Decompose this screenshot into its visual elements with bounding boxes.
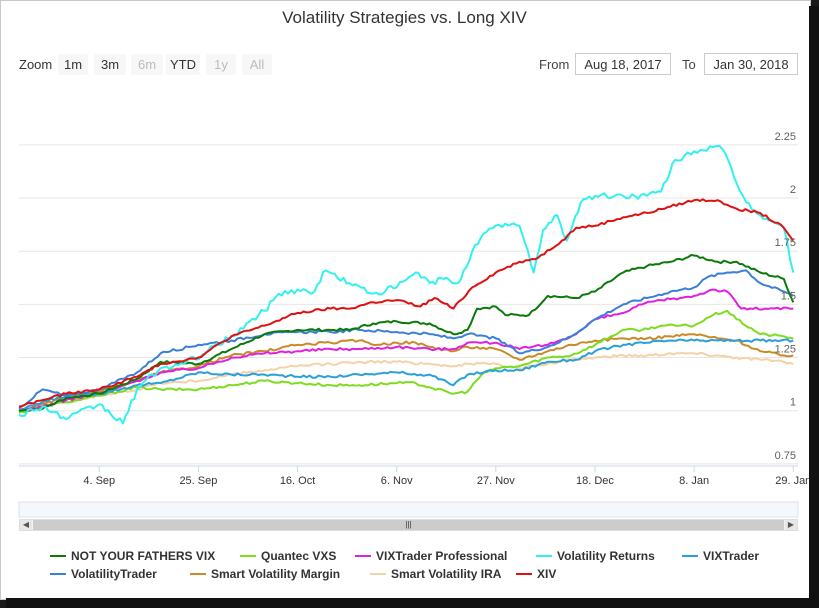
series-line-3 [18, 144, 795, 425]
legend-swatch [50, 554, 66, 557]
legend-label: Volatility Returns [557, 549, 655, 563]
legend-label: VolatilityTrader [71, 567, 157, 581]
frame-shadow-bottom [6, 598, 819, 608]
x-tick-label: 6. Nov [381, 475, 413, 487]
x-axis: 4. Sep 25. Sep 16. Oct 6. Nov 27. Nov 18. Dec… [83, 466, 809, 487]
navigator-area[interactable] [18, 501, 799, 518]
legend-item[interactable]: NOT YOUR FATHERS VIX [50, 549, 215, 563]
x-tick-label: 4. Sep [83, 475, 115, 487]
legend-swatch [355, 554, 371, 557]
x-tick-label: 18. Dec [576, 475, 614, 487]
x-tick-label: 25. Sep [179, 475, 217, 487]
legend-label: Smart Volatility IRA [391, 567, 502, 581]
zoom-3m-button[interactable]: 3m [94, 54, 126, 75]
y-tick-label: 1.25 [775, 344, 796, 356]
y-tick-label: 2 [790, 184, 796, 196]
navigator[interactable] [18, 501, 799, 518]
frame-shadow-right [809, 6, 819, 608]
x-tick-label: 8. Jan [679, 475, 709, 487]
series-line-5 [18, 269, 794, 410]
y-tick-label: 1.5 [781, 290, 796, 302]
legend-swatch [240, 554, 256, 557]
to-label: To [682, 57, 696, 72]
series-line-1 [18, 309, 794, 414]
zoom-label: Zoom [19, 57, 53, 72]
legend-label: NOT YOUR FATHERS VIX [71, 549, 216, 563]
zoom-ytd-button[interactable]: YTD [166, 54, 200, 75]
legend-item[interactable]: XIV [516, 567, 556, 581]
grip-icon: ||| [405, 520, 412, 529]
scroll-left-button[interactable]: ◀ [20, 520, 32, 530]
zoom-1m-button[interactable]: 1m [58, 54, 88, 75]
chart-title: Volatility Strategies vs. Long XIV [282, 8, 527, 27]
legend-label: Smart Volatility Margin [211, 567, 341, 581]
legend-item[interactable]: VolatilityTrader [50, 567, 157, 581]
legend-swatch [682, 554, 698, 557]
legend-label: XIV [537, 567, 557, 581]
legend-item[interactable]: Volatility Returns [536, 549, 655, 563]
legend-item[interactable]: Quantec VXS [240, 549, 336, 563]
legend-item[interactable]: VIXTrader Professional [355, 549, 507, 563]
chart-plot: 0.75 1 1.25 1.5 1.75 2 2.25 4. Sep 25. Sep 16. O… [18, 131, 809, 518]
legend-swatch [536, 554, 552, 557]
series-line-8 [18, 198, 795, 408]
series-lines [18, 144, 795, 425]
grid-lines [19, 144, 798, 467]
legend-label: VIXTrader [703, 549, 760, 563]
legend-label: VIXTrader Professional [376, 549, 508, 563]
from-label: From [539, 57, 570, 72]
legend-item[interactable]: Smart Volatility IRA [370, 567, 501, 581]
zoom-all-button[interactable]: All [242, 54, 272, 75]
series-line-4 [18, 338, 794, 412]
from-date-input[interactable]: Aug 18, 2017 [575, 53, 671, 75]
legend-swatch [50, 572, 66, 575]
legend-label: Quantec VXS [261, 549, 337, 563]
y-tick-label: 1.75 [775, 237, 796, 249]
to-date-input[interactable]: Jan 30, 2018 [704, 53, 798, 75]
legend-swatch [516, 572, 532, 575]
zoom-1y-button[interactable]: 1y [206, 54, 236, 75]
series-line-0 [18, 254, 795, 412]
legend-item[interactable]: Smart Volatility Margin [190, 567, 340, 581]
series-line-7 [18, 351, 794, 413]
x-tick-label: 27. Nov [477, 475, 515, 487]
zoom-6m-button[interactable]: 6m [131, 54, 163, 75]
scrollbar[interactable]: ◀ ||| ▶ [19, 519, 798, 531]
legend-swatch [370, 572, 386, 575]
legend-item[interactable]: VIXTrader [682, 549, 759, 563]
x-tick-label: 29. Jan [775, 475, 809, 487]
y-tick-label: 1 [790, 397, 796, 409]
y-tick-label: 0.75 [775, 450, 796, 462]
y-tick-label: 2.25 [775, 131, 796, 143]
legend-swatch [190, 572, 206, 575]
scroll-right-button[interactable]: ▶ [785, 520, 797, 530]
scroll-thumb[interactable]: ||| [33, 520, 784, 530]
y-axis: 0.75 1 1.25 1.5 1.75 2 2.25 [775, 131, 796, 462]
x-tick-label: 16. Oct [280, 475, 315, 487]
